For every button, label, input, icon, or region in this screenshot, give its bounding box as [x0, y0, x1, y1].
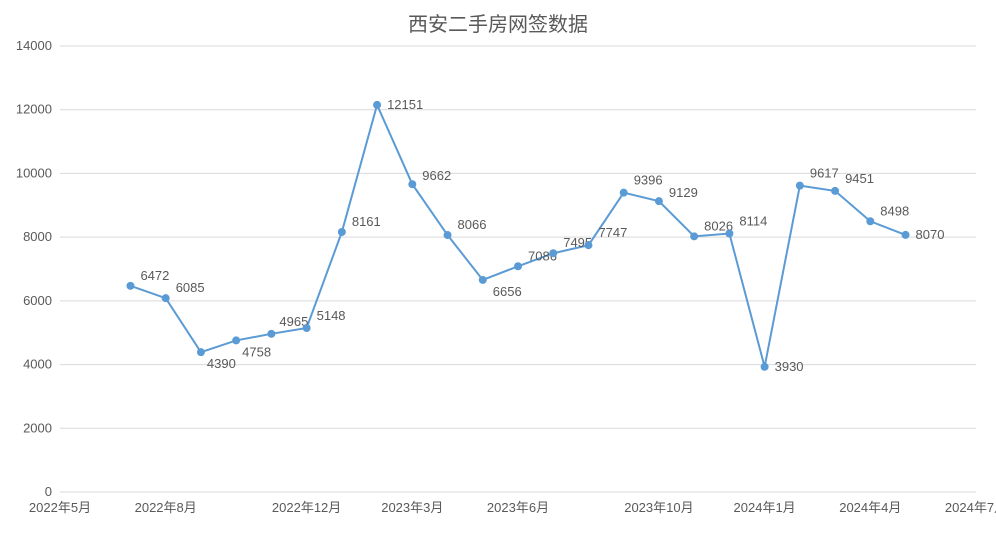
y-tick-label: 10000 — [16, 165, 52, 180]
data-point — [162, 294, 170, 302]
x-tick-label: 2023年6月 — [487, 500, 549, 515]
data-point — [197, 348, 205, 356]
data-point — [761, 363, 769, 371]
data-point — [831, 187, 839, 195]
x-tick-label: 2024年7月 — [945, 500, 996, 515]
data-point — [620, 189, 628, 197]
data-label: 6656 — [493, 284, 522, 299]
data-label: 12151 — [387, 97, 423, 112]
data-point — [303, 324, 311, 332]
y-tick-label: 4000 — [23, 357, 52, 372]
data-point — [479, 276, 487, 284]
data-point — [725, 230, 733, 238]
data-point — [338, 228, 346, 236]
data-label: 8114 — [739, 214, 767, 229]
x-tick-label: 2022年12月 — [272, 500, 341, 515]
data-label: 9617 — [810, 166, 839, 181]
data-point — [796, 182, 804, 190]
data-label: 5148 — [317, 308, 346, 323]
data-point — [902, 231, 910, 239]
y-tick-label: 0 — [45, 484, 52, 499]
data-point — [126, 282, 134, 290]
data-label: 6085 — [176, 280, 205, 295]
y-tick-label: 14000 — [16, 38, 52, 53]
data-label: 9129 — [669, 185, 698, 200]
data-point — [373, 101, 381, 109]
data-point — [690, 232, 698, 240]
chart-container: 西安二手房网签数据 020004000600080001000012000140… — [0, 0, 996, 539]
data-label: 8161 — [352, 214, 381, 229]
data-label: 8070 — [916, 227, 945, 242]
x-tick-label: 2023年3月 — [381, 500, 443, 515]
data-label: 4390 — [207, 356, 236, 371]
x-tick-label: 2022年8月 — [135, 500, 197, 515]
x-tick-label: 2024年1月 — [734, 500, 796, 515]
data-point — [444, 231, 452, 239]
y-tick-label: 2000 — [23, 420, 52, 435]
x-tick-label: 2024年4月 — [839, 500, 901, 515]
series-line — [130, 105, 905, 367]
data-label: 3930 — [775, 359, 804, 374]
data-label: 8498 — [880, 203, 909, 218]
data-label: 9396 — [634, 173, 663, 188]
data-point — [408, 180, 416, 188]
y-tick-label: 6000 — [23, 293, 52, 308]
data-label: 9662 — [422, 168, 451, 183]
data-point — [232, 336, 240, 344]
x-tick-label: 2022年5月 — [29, 500, 91, 515]
data-point — [267, 330, 275, 338]
data-label: 7747 — [598, 225, 627, 240]
data-point — [584, 241, 592, 249]
data-label: 6472 — [140, 268, 169, 283]
data-label: 9451 — [845, 171, 874, 186]
y-tick-label: 8000 — [23, 229, 52, 244]
data-point — [514, 262, 522, 270]
x-tick-label: 2023年10月 — [624, 500, 693, 515]
y-tick-label: 12000 — [16, 102, 52, 117]
data-point — [655, 197, 663, 205]
data-point — [549, 249, 557, 257]
chart-svg: 0 2000 4000 6000 8000 10000 12000 14000 2022年5月 2… — [0, 0, 996, 539]
data-label: 4758 — [242, 344, 271, 359]
data-label: 8066 — [458, 217, 487, 232]
data-point — [866, 217, 874, 225]
